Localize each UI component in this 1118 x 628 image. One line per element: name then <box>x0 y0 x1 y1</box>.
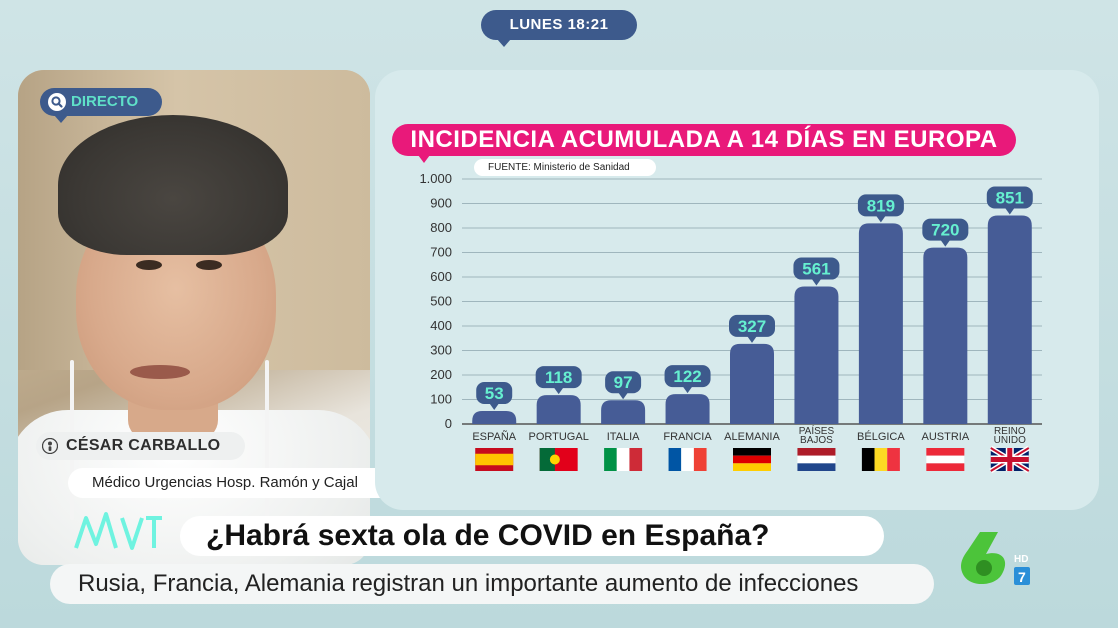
chart-source: FUENTE: Ministerio de Sanidad <box>474 159 656 176</box>
value-label-bubble <box>922 218 969 241</box>
y-tick-label: 800 <box>430 220 452 235</box>
y-tick-label: 600 <box>430 269 452 284</box>
live-badge: DIRECTO <box>40 88 162 123</box>
flag-icon <box>604 448 643 471</box>
live-label: DIRECTO <box>71 93 139 110</box>
y-tick-label: 1.000 <box>419 171 452 186</box>
bar <box>472 411 517 424</box>
value-label: 327 <box>738 317 766 336</box>
y-tick-label: 700 <box>430 245 452 260</box>
value-label: 561 <box>802 260 830 279</box>
value-label-bubble <box>729 314 775 337</box>
value-label-pointer <box>811 278 822 286</box>
guest-mouth <box>130 365 190 379</box>
y-tick-label: 200 <box>430 367 452 382</box>
subheadline: Rusia, Francia, Alemania registran un im… <box>50 564 934 604</box>
flag-icon <box>989 445 1031 474</box>
flag-icon <box>668 448 707 471</box>
earphone-right <box>265 360 269 520</box>
x-tick-label: BÉLGICA <box>857 430 905 443</box>
x-tick-label: PAÍSES <box>799 424 835 437</box>
guest-name: CÉSAR CARBALLO <box>66 437 221 454</box>
value-label-pointer <box>747 335 757 343</box>
flag-icon <box>733 448 771 471</box>
flag-icon <box>861 448 900 471</box>
x-tick-label: BAJOS <box>800 435 833 446</box>
program-logo <box>74 512 162 550</box>
value-label: 819 <box>867 196 895 215</box>
value-label: 97 <box>614 373 633 392</box>
value-label-pointer <box>682 386 693 394</box>
value-label: 53 <box>485 384 504 403</box>
value-label-pointer <box>553 387 564 395</box>
bar <box>665 394 710 424</box>
value-label-bubble <box>857 194 904 217</box>
x-tick-label: REINO <box>994 426 1026 437</box>
x-tick-label: ESPAÑA <box>472 430 516 443</box>
guest-hair <box>58 115 288 255</box>
value-label-bubble <box>664 365 711 388</box>
flag-icon <box>539 448 578 471</box>
value-label-pointer <box>875 215 886 223</box>
value-label: 851 <box>996 189 1024 208</box>
bar <box>794 286 839 424</box>
x-tick-label: ITALIA <box>607 431 640 443</box>
x-tick-label: AUSTRIA <box>921 431 969 443</box>
guest-eye-right <box>196 260 222 270</box>
guest-name-tag: CÉSAR CARBALLO <box>36 432 245 460</box>
flag-icon <box>475 448 514 471</box>
chart-title: INCIDENCIA ACUMULADA A 14 DÍAS EN EUROPA <box>392 124 1016 163</box>
bar <box>601 400 646 424</box>
value-label-pointer <box>489 403 500 411</box>
value-label-pointer <box>940 239 951 247</box>
value-label-bubble <box>986 186 1033 209</box>
x-tick-label: ALEMANIA <box>724 431 780 443</box>
time-badge: LUNES 18:21 <box>481 10 637 47</box>
bar <box>987 215 1032 424</box>
flag-icon <box>797 448 836 471</box>
x-tick-label: FRANCIA <box>663 431 712 443</box>
value-label: 720 <box>931 221 959 240</box>
value-label: 122 <box>673 367 701 386</box>
value-label: 118 <box>545 368 572 387</box>
y-tick-label: 100 <box>430 392 452 407</box>
channel-number: 7 <box>1018 569 1026 585</box>
value-label-bubble <box>605 371 642 394</box>
hd-label: HD <box>1014 554 1028 565</box>
search-icon <box>48 93 66 111</box>
value-label-bubble <box>793 257 840 280</box>
value-label-pointer <box>618 392 629 400</box>
channel-logo: HD 7 <box>961 532 1030 585</box>
y-tick-label: 300 <box>430 343 452 358</box>
y-tick-label: 400 <box>430 318 452 333</box>
guest-role: Médico Urgencias Hosp. Ramón y Cajal <box>68 468 420 498</box>
guest-eye-left <box>136 260 162 270</box>
x-tick-label: PORTUGAL <box>529 431 589 443</box>
y-tick-label: 900 <box>430 196 452 211</box>
value-label-bubble <box>476 382 513 405</box>
x-tick-label: UNIDO <box>994 435 1026 446</box>
value-label-pointer <box>1004 207 1015 215</box>
bar <box>858 223 903 424</box>
person-icon <box>42 438 58 454</box>
flag-icon <box>926 448 965 471</box>
headline: ¿Habrá sexta ola de COVID en España? <box>180 516 884 556</box>
bar <box>730 343 774 424</box>
y-tick-label: 0 <box>445 416 452 431</box>
y-tick-label: 500 <box>430 294 452 309</box>
channel-number-box <box>1014 567 1030 585</box>
bar <box>923 247 968 424</box>
bar <box>536 395 581 424</box>
value-label-bubble <box>535 366 582 389</box>
